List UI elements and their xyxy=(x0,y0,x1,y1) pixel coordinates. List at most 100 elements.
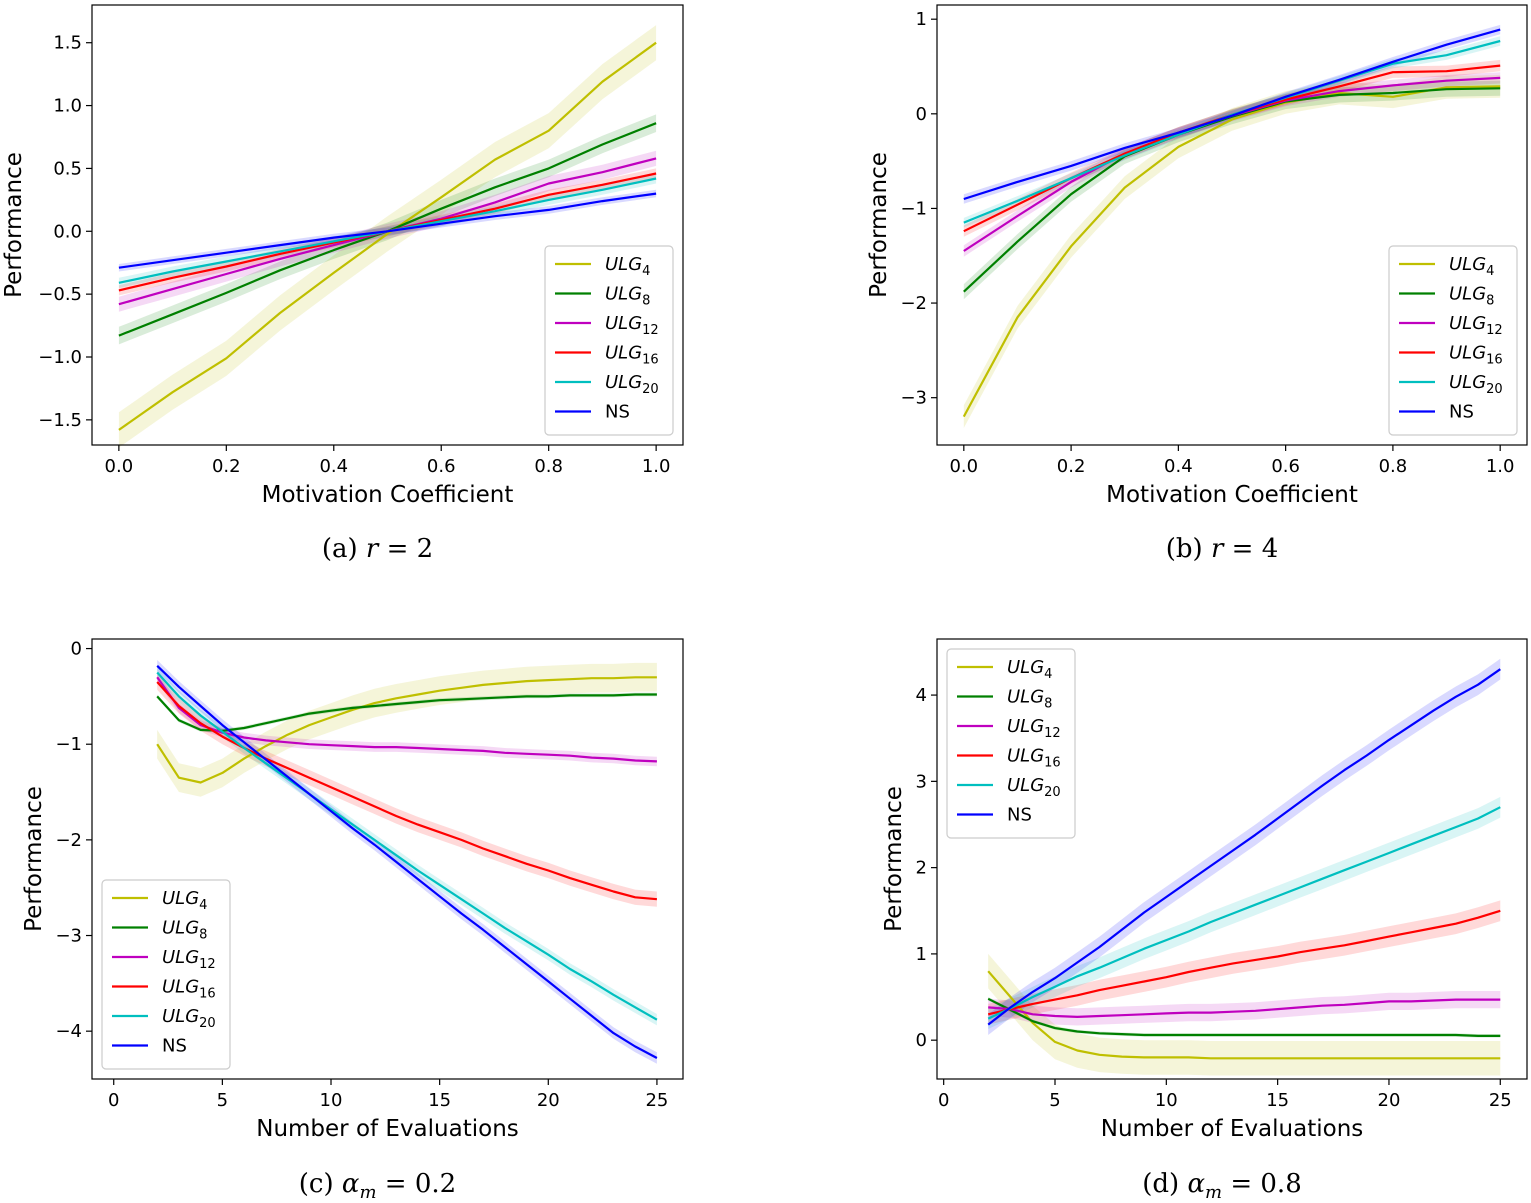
x-tick-label-3-0: 0 xyxy=(938,1090,949,1111)
x-tick-label-2-4: 20 xyxy=(537,1090,560,1111)
caption-var-0: r xyxy=(366,534,380,564)
x-tick-label-3-1: 5 xyxy=(1049,1090,1060,1111)
legend-entry-1-1: ULG8 xyxy=(1449,284,1494,309)
legend-entry-0-4: ULG20 xyxy=(605,372,659,397)
x-tick-label-0-1: 0.2 xyxy=(212,456,241,477)
caption-var-2: α xyxy=(342,1169,360,1198)
series-line-2-1 xyxy=(156,693,657,732)
legend-sub-3-2: 12 xyxy=(1044,726,1061,741)
series-band-0-1 xyxy=(118,114,657,345)
legend-sub-1-3: 16 xyxy=(1486,353,1503,368)
legend-entry-3-5: NS xyxy=(1007,805,1032,826)
legend-entry-2-4: ULG20 xyxy=(162,1006,216,1031)
y-tick-label-0-4: 0.5 xyxy=(53,158,82,179)
series-line-1-0 xyxy=(962,85,1501,418)
axes-frame-0 xyxy=(91,4,684,446)
caption-0: (a) r = 2 xyxy=(322,534,433,564)
y-tick-label-0-1: −1.0 xyxy=(38,347,82,368)
legend-entry-1-0: ULG4 xyxy=(1449,254,1494,279)
legend-sub-0-3: 16 xyxy=(642,353,659,368)
legend-sub-2-2: 12 xyxy=(199,957,216,972)
y-tick-label-3-0: 0 xyxy=(916,1030,927,1051)
y-axis-label-1: Performance xyxy=(866,152,892,298)
legend-name-3-0: ULG xyxy=(1007,657,1044,678)
series-band-3-1 xyxy=(988,997,1501,1038)
series-line-0-0 xyxy=(118,41,657,431)
legend-entry-2-0: ULG4 xyxy=(162,888,207,913)
x-tick-label-1-3: 0.6 xyxy=(1271,456,1300,477)
legend-name-2-5: NS xyxy=(162,1036,187,1057)
caption-rest-1: = 4 xyxy=(1223,534,1278,564)
legend-name-1-1: ULG xyxy=(1449,284,1486,305)
y-tick-label-2-4: 0 xyxy=(71,639,82,660)
legend-name-0-5: NS xyxy=(605,402,630,423)
y-tick-label-1-2: −1 xyxy=(900,198,927,219)
legend-sub-3-0: 4 xyxy=(1044,667,1052,682)
y-tick-label-3-1: 1 xyxy=(916,944,927,965)
legend-sub-3-1: 8 xyxy=(1044,697,1052,712)
series-band-2-3 xyxy=(157,674,657,907)
series-band-2-5 xyxy=(157,660,657,1064)
caption-prefix-3: (d) xyxy=(1142,1169,1187,1198)
legend-name-2-0: ULG xyxy=(162,888,199,909)
x-axis-label-1: Motivation Coefficient xyxy=(1106,482,1358,508)
x-axis-label-2: Number of Evaluations xyxy=(256,1116,519,1142)
axes-frame-2 xyxy=(91,638,684,1080)
caption-sub-2: m xyxy=(359,1182,376,1198)
chart-panel-0: 0.0 0.2 0.4 0.6 0.8 1.0 −1.5 −1.0 −0.5 0.0 0.5 1.0 1… xyxy=(1,4,684,564)
legend-sub-3-3: 16 xyxy=(1044,756,1061,771)
y-tick-label-0-5: 1.0 xyxy=(53,96,82,117)
legend-name-1-4: ULG xyxy=(1449,372,1486,393)
chart-panel-2: 0 5 10 15 20 25 −4 −3 −2 −1 0 Number of Evaluations… xyxy=(21,638,684,1203)
caption-prefix-1: (b) xyxy=(1166,534,1211,564)
y-tick-label-0-6: 1.5 xyxy=(53,33,82,54)
legend-sub-1-0: 4 xyxy=(1486,264,1494,279)
y-tick-label-1-0: −3 xyxy=(900,388,927,409)
legend-name-1-0: ULG xyxy=(1449,254,1486,275)
legend-entry-3-3: ULG16 xyxy=(1007,746,1061,771)
series-line-2-0 xyxy=(156,676,657,784)
x-tick-label-1-1: 0.2 xyxy=(1057,456,1086,477)
y-tick-label-3-2: 2 xyxy=(916,858,927,879)
y-tick-label-2-0: −4 xyxy=(55,1021,82,1042)
series-line-3-2 xyxy=(988,998,1501,1019)
legend-entry-2-2: ULG12 xyxy=(162,947,216,972)
caption-2: (c) αm = 0.2 xyxy=(299,1169,456,1198)
series-line-3-4 xyxy=(987,806,1501,1020)
x-tick-label-2-1: 5 xyxy=(217,1090,228,1111)
series-line-2-5 xyxy=(156,665,658,1059)
y-tick-label-0-2: −0.5 xyxy=(38,284,82,305)
y-axis-label-2: Performance xyxy=(21,786,47,932)
x-tick-label-3-2: 10 xyxy=(1155,1090,1178,1111)
legend-sub-0-4: 20 xyxy=(642,382,659,397)
x-tick-label-3-3: 15 xyxy=(1266,1090,1289,1111)
y-tick-label-0-0: −1.5 xyxy=(38,410,82,431)
x-tick-label-2-2: 10 xyxy=(320,1090,343,1111)
x-axis-label-3: Number of Evaluations xyxy=(1101,1116,1364,1142)
x-tick-label-2-3: 15 xyxy=(428,1090,451,1111)
legend-name-2-4: ULG xyxy=(162,1006,199,1027)
x-tick-label-1-5: 1.0 xyxy=(1486,456,1515,477)
series-line-1-5 xyxy=(963,28,1501,201)
y-tick-label-1-3: 0 xyxy=(916,104,927,125)
legend-sub-3-4: 20 xyxy=(1044,785,1061,800)
caption-prefix-0: (a) xyxy=(322,534,366,564)
series-line-3-5 xyxy=(987,668,1501,1026)
legend-entry-1-4: ULG20 xyxy=(1449,372,1503,397)
series-band-2-1 xyxy=(157,692,657,733)
x-tick-label-0-4: 0.8 xyxy=(534,456,563,477)
legend-name-0-1: ULG xyxy=(605,284,642,305)
legend-entry-3-2: ULG12 xyxy=(1007,716,1061,741)
y-tick-label-1-4: 1 xyxy=(916,9,927,30)
y-tick-label-2-3: −1 xyxy=(55,734,82,755)
legend-name-1-2: ULG xyxy=(1449,313,1486,334)
legend-entry-2-3: ULG16 xyxy=(162,977,216,1002)
legend-entry-1-3: ULG16 xyxy=(1449,343,1503,368)
x-tick-label-0-3: 0.6 xyxy=(427,456,456,477)
x-tick-label-2-5: 25 xyxy=(645,1090,668,1111)
legend-name-0-2: ULG xyxy=(605,313,642,334)
